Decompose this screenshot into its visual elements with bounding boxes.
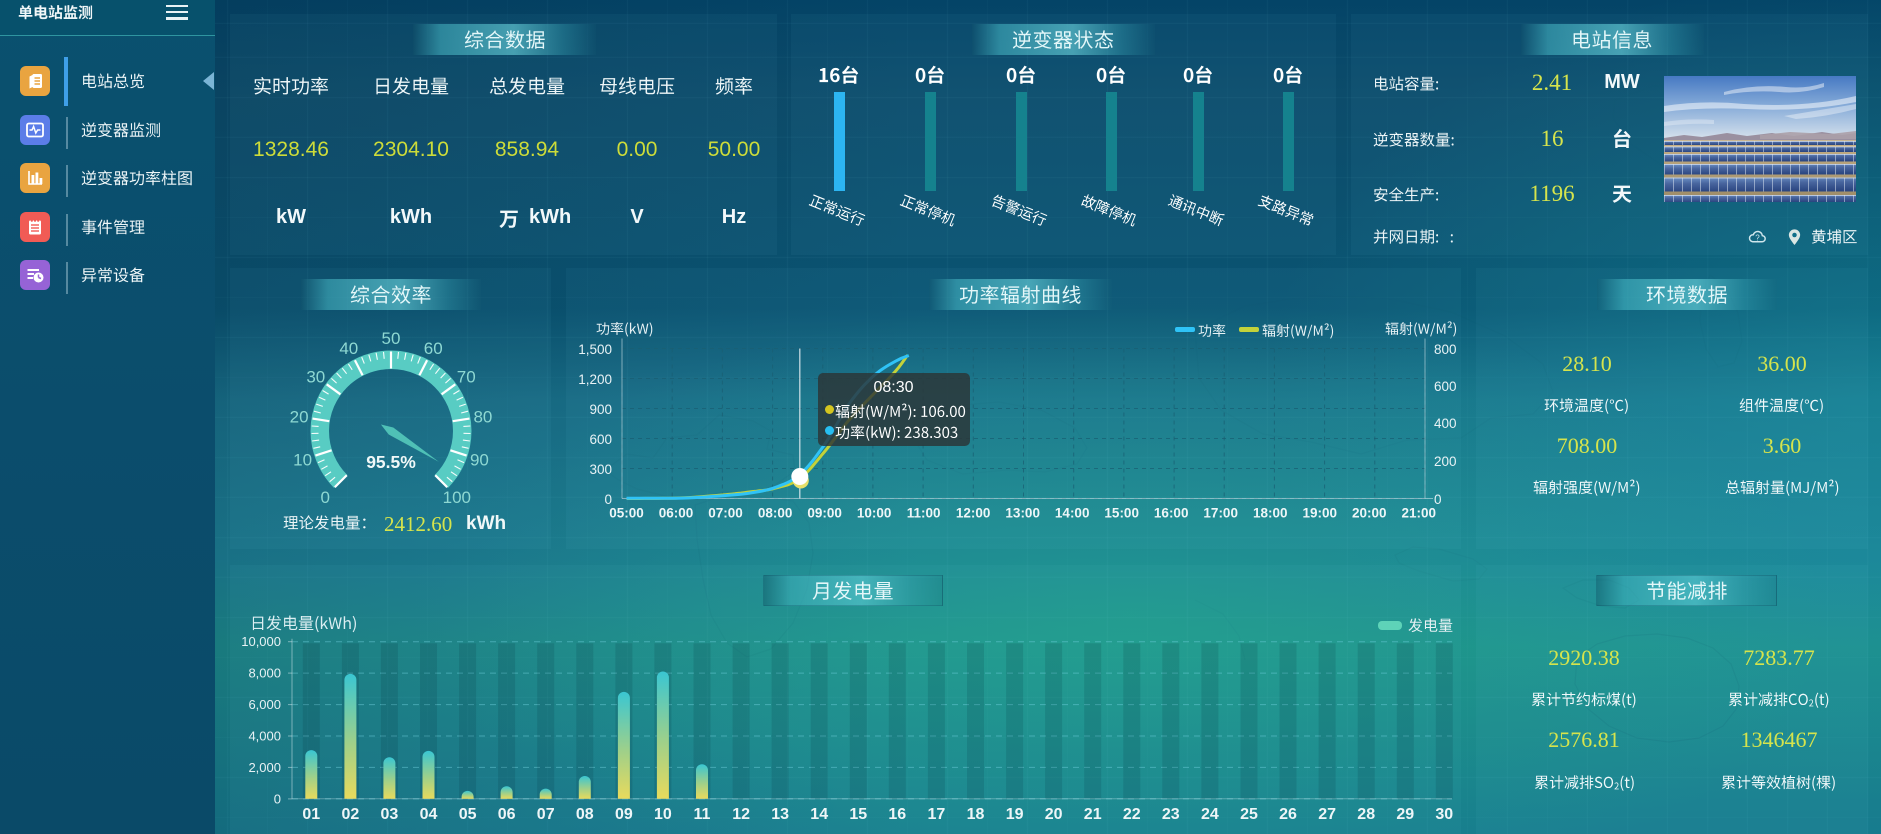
svg-text:0: 0: [1434, 492, 1442, 507]
svg-text:900: 900: [589, 402, 612, 417]
svg-text:06:00: 06:00: [659, 506, 694, 521]
svg-text:70: 70: [457, 367, 476, 386]
svg-text:13:00: 13:00: [1005, 506, 1040, 521]
svg-text:90: 90: [470, 451, 489, 470]
svg-text:600: 600: [589, 432, 612, 447]
svg-text:30: 30: [1435, 806, 1453, 823]
svg-text:10: 10: [293, 451, 312, 470]
svg-text:10,000: 10,000: [241, 634, 281, 649]
svg-text:25: 25: [1240, 806, 1258, 823]
svg-text:11: 11: [694, 806, 711, 823]
svg-text:17: 17: [928, 806, 946, 823]
svg-text:07: 07: [537, 806, 555, 823]
svg-text:28: 28: [1357, 806, 1375, 823]
svg-text:12:00: 12:00: [956, 506, 991, 521]
svg-text:400: 400: [1434, 416, 1457, 431]
svg-text:26: 26: [1279, 806, 1297, 823]
svg-text:80: 80: [473, 408, 492, 427]
svg-text:06: 06: [498, 806, 516, 823]
svg-text:02: 02: [342, 806, 360, 823]
svg-text:19:00: 19:00: [1303, 506, 1338, 521]
svg-text:800: 800: [1434, 342, 1457, 357]
svg-text:08: 08: [576, 806, 594, 823]
svg-text:03: 03: [381, 806, 399, 823]
svg-text:200: 200: [1434, 454, 1457, 469]
svg-text:18: 18: [967, 806, 985, 823]
svg-text:09: 09: [615, 806, 633, 823]
svg-text:1,200: 1,200: [578, 372, 612, 387]
svg-text:15:00: 15:00: [1104, 506, 1139, 521]
svg-text:300: 300: [589, 462, 612, 477]
svg-text:18:00: 18:00: [1253, 506, 1288, 521]
svg-text:30: 30: [306, 367, 325, 386]
svg-text:01: 01: [302, 806, 320, 823]
svg-text:11:00: 11:00: [907, 506, 941, 521]
svg-text:24: 24: [1201, 806, 1219, 823]
svg-text:23: 23: [1162, 806, 1180, 823]
svg-text:20:00: 20:00: [1352, 506, 1387, 521]
svg-text:19: 19: [1006, 806, 1024, 823]
svg-text:05:00: 05:00: [609, 506, 644, 521]
svg-text:08:00: 08:00: [758, 506, 793, 521]
svg-text:29: 29: [1396, 806, 1414, 823]
svg-text:14: 14: [810, 806, 828, 823]
svg-text:20: 20: [1045, 806, 1063, 823]
svg-text:40: 40: [339, 339, 358, 358]
svg-text:1,500: 1,500: [578, 342, 612, 357]
svg-text:05: 05: [459, 806, 477, 823]
svg-text:600: 600: [1434, 379, 1457, 394]
svg-text:14:00: 14:00: [1055, 506, 1090, 521]
svg-text:8,000: 8,000: [248, 666, 281, 681]
svg-text:0: 0: [274, 791, 281, 806]
svg-text:6,000: 6,000: [248, 697, 281, 712]
svg-text:27: 27: [1318, 806, 1336, 823]
svg-text:22: 22: [1123, 806, 1141, 823]
svg-text:07:00: 07:00: [708, 506, 743, 521]
svg-text:10: 10: [654, 806, 672, 823]
svg-text:15: 15: [849, 806, 867, 823]
svg-text:12: 12: [732, 806, 750, 823]
svg-text:16: 16: [888, 806, 906, 823]
svg-text:09:00: 09:00: [807, 506, 842, 521]
svg-text:20: 20: [290, 408, 309, 427]
svg-text:10:00: 10:00: [857, 506, 892, 521]
svg-text:2,000: 2,000: [248, 760, 281, 775]
svg-text:04: 04: [420, 806, 438, 823]
svg-text:21: 21: [1084, 806, 1102, 823]
svg-text:100: 100: [443, 488, 471, 507]
svg-text:4,000: 4,000: [248, 729, 281, 744]
svg-text:60: 60: [424, 339, 443, 358]
svg-text:21:00: 21:00: [1402, 506, 1437, 521]
svg-text:13: 13: [771, 806, 789, 823]
svg-text:?: ?: [1755, 233, 1760, 242]
svg-text:50: 50: [382, 329, 401, 348]
svg-text:17:00: 17:00: [1203, 506, 1238, 521]
svg-text:16:00: 16:00: [1154, 506, 1189, 521]
svg-text:0: 0: [320, 488, 329, 507]
svg-text:0: 0: [604, 492, 612, 507]
